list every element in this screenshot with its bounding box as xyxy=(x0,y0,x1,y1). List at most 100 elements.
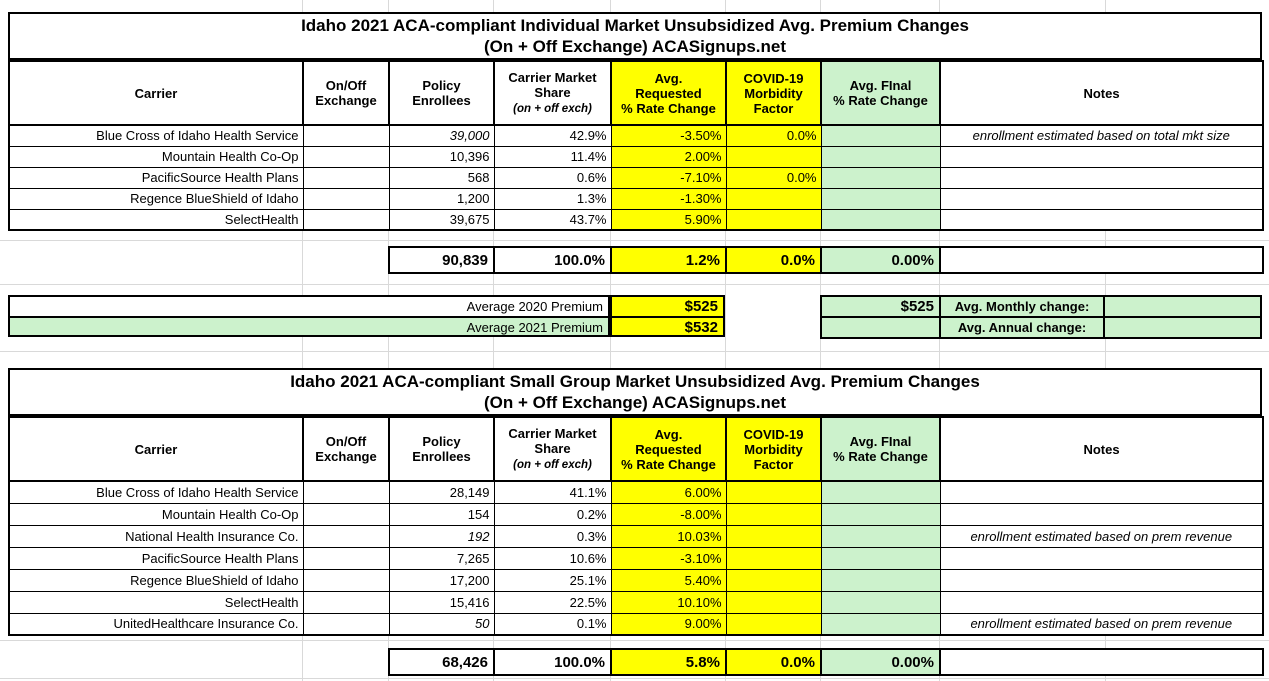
cell-requested[interactable]: -7.10% xyxy=(610,166,727,189)
cell-carrier[interactable]: Regence BlueShield of Idaho xyxy=(8,568,304,592)
cell-enrollees[interactable]: 7,265 xyxy=(388,546,495,570)
cell-notes[interactable] xyxy=(939,187,1264,210)
cell-share[interactable]: 0.3% xyxy=(493,524,612,548)
cell-covid[interactable] xyxy=(725,480,822,504)
total-requested[interactable]: 1.2% xyxy=(610,246,727,274)
avg-2020-premium-value[interactable]: $525 xyxy=(612,297,723,316)
cell-exchange[interactable] xyxy=(302,612,390,636)
cell-share[interactable]: 22.5% xyxy=(493,590,612,614)
total-covid[interactable]: 0.0% xyxy=(725,648,822,676)
cell-requested[interactable]: 10.03% xyxy=(610,524,727,548)
cell-requested[interactable]: -3.50% xyxy=(610,124,727,147)
cell-covid[interactable] xyxy=(725,568,822,592)
cell-enrollees[interactable]: 1,200 xyxy=(388,187,495,210)
cell-share[interactable]: 10.6% xyxy=(493,546,612,570)
cell-covid[interactable] xyxy=(725,612,822,636)
cell-share[interactable]: 25.1% xyxy=(493,568,612,592)
cell-final[interactable] xyxy=(820,590,941,614)
cell-requested[interactable]: -8.00% xyxy=(610,502,727,526)
cell-final[interactable] xyxy=(820,546,941,570)
cell-final[interactable] xyxy=(820,524,941,548)
cell-share[interactable]: 0.2% xyxy=(493,502,612,526)
cell-covid[interactable] xyxy=(725,208,822,231)
cell-exchange[interactable] xyxy=(302,502,390,526)
cell-final[interactable] xyxy=(820,124,941,147)
total-requested[interactable]: 5.8% xyxy=(610,648,727,676)
cell-carrier[interactable]: PacificSource Health Plans xyxy=(8,546,304,570)
cell-carrier[interactable]: Regence BlueShield of Idaho xyxy=(8,187,304,210)
cell-carrier[interactable]: Blue Cross of Idaho Health Service xyxy=(8,480,304,504)
cell-notes[interactable] xyxy=(939,480,1264,504)
total-enrollees[interactable]: 68,426 xyxy=(388,648,495,676)
avg-final-premium-value-2[interactable] xyxy=(822,318,939,337)
avg-annual-change-value[interactable] xyxy=(1103,318,1260,337)
cell-exchange[interactable] xyxy=(302,187,390,210)
cell-notes[interactable] xyxy=(939,166,1264,189)
cell-carrier[interactable]: SelectHealth xyxy=(8,208,304,231)
cell-covid[interactable] xyxy=(725,546,822,570)
cell-requested[interactable]: 6.00% xyxy=(610,480,727,504)
cell-enrollees[interactable]: 28,149 xyxy=(388,480,495,504)
cell-notes[interactable] xyxy=(939,546,1264,570)
cell-share[interactable]: 1.3% xyxy=(493,187,612,210)
cell-enrollees[interactable]: 39,000 xyxy=(388,124,495,147)
cell-final[interactable] xyxy=(820,612,941,636)
cell-final[interactable] xyxy=(820,187,941,210)
cell-exchange[interactable] xyxy=(302,524,390,548)
cell-share[interactable]: 41.1% xyxy=(493,480,612,504)
cell-exchange[interactable] xyxy=(302,480,390,504)
cell-enrollees[interactable]: 154 xyxy=(388,502,495,526)
cell-notes[interactable]: enrollment estimated based on prem reven… xyxy=(939,524,1264,548)
cell-notes[interactable] xyxy=(939,568,1264,592)
cell-exchange[interactable] xyxy=(302,546,390,570)
cell-enrollees[interactable]: 39,675 xyxy=(388,208,495,231)
cell-covid[interactable]: 0.0% xyxy=(725,124,822,147)
cell-carrier[interactable]: Mountain Health Co-Op xyxy=(8,145,304,168)
cell-covid[interactable] xyxy=(725,524,822,548)
cell-enrollees[interactable]: 17,200 xyxy=(388,568,495,592)
cell-carrier[interactable]: PacificSource Health Plans xyxy=(8,166,304,189)
cell-notes[interactable]: enrollment estimated based on total mkt … xyxy=(939,124,1264,147)
cell-exchange[interactable] xyxy=(302,208,390,231)
total-final[interactable]: 0.00% xyxy=(820,648,941,676)
cell-enrollees[interactable]: 50 xyxy=(388,612,495,636)
total-notes[interactable] xyxy=(939,648,1264,676)
cell-notes[interactable] xyxy=(939,145,1264,168)
avg-2021-premium-label[interactable]: Average 2021 Premium xyxy=(10,316,608,335)
cell-final[interactable] xyxy=(820,166,941,189)
cell-requested[interactable]: -1.30% xyxy=(610,187,727,210)
avg-annual-change-label[interactable]: Avg. Annual change: xyxy=(939,318,1103,337)
total-final[interactable]: 0.00% xyxy=(820,246,941,274)
cell-share[interactable]: 11.4% xyxy=(493,145,612,168)
cell-requested[interactable]: 10.10% xyxy=(610,590,727,614)
cell-covid[interactable] xyxy=(725,502,822,526)
cell-final[interactable] xyxy=(820,480,941,504)
cell-share[interactable]: 0.1% xyxy=(493,612,612,636)
cell-notes[interactable] xyxy=(939,502,1264,526)
cell-requested[interactable]: 9.00% xyxy=(610,612,727,636)
cell-exchange[interactable] xyxy=(302,568,390,592)
cell-exchange[interactable] xyxy=(302,166,390,189)
cell-requested[interactable]: 5.90% xyxy=(610,208,727,231)
total-share[interactable]: 100.0% xyxy=(493,246,612,274)
cell-carrier[interactable]: UnitedHealthcare Insurance Co. xyxy=(8,612,304,636)
cell-enrollees[interactable]: 15,416 xyxy=(388,590,495,614)
avg-monthly-change-label[interactable]: Avg. Monthly change: xyxy=(939,297,1103,316)
cell-carrier[interactable]: National Health Insurance Co. xyxy=(8,524,304,548)
cell-exchange[interactable] xyxy=(302,124,390,147)
total-share[interactable]: 100.0% xyxy=(493,648,612,676)
total-covid[interactable]: 0.0% xyxy=(725,246,822,274)
cell-carrier[interactable]: SelectHealth xyxy=(8,590,304,614)
cell-enrollees[interactable]: 192 xyxy=(388,524,495,548)
total-notes[interactable] xyxy=(939,246,1264,274)
cell-exchange[interactable] xyxy=(302,145,390,168)
cell-covid[interactable] xyxy=(725,145,822,168)
cell-carrier[interactable]: Mountain Health Co-Op xyxy=(8,502,304,526)
cell-requested[interactable]: -3.10% xyxy=(610,546,727,570)
cell-final[interactable] xyxy=(820,502,941,526)
cell-requested[interactable]: 5.40% xyxy=(610,568,727,592)
cell-final[interactable] xyxy=(820,568,941,592)
avg-2020-premium-label[interactable]: Average 2020 Premium xyxy=(466,299,603,314)
cell-requested[interactable]: 2.00% xyxy=(610,145,727,168)
avg-2021-premium-value[interactable]: $532 xyxy=(612,316,723,335)
